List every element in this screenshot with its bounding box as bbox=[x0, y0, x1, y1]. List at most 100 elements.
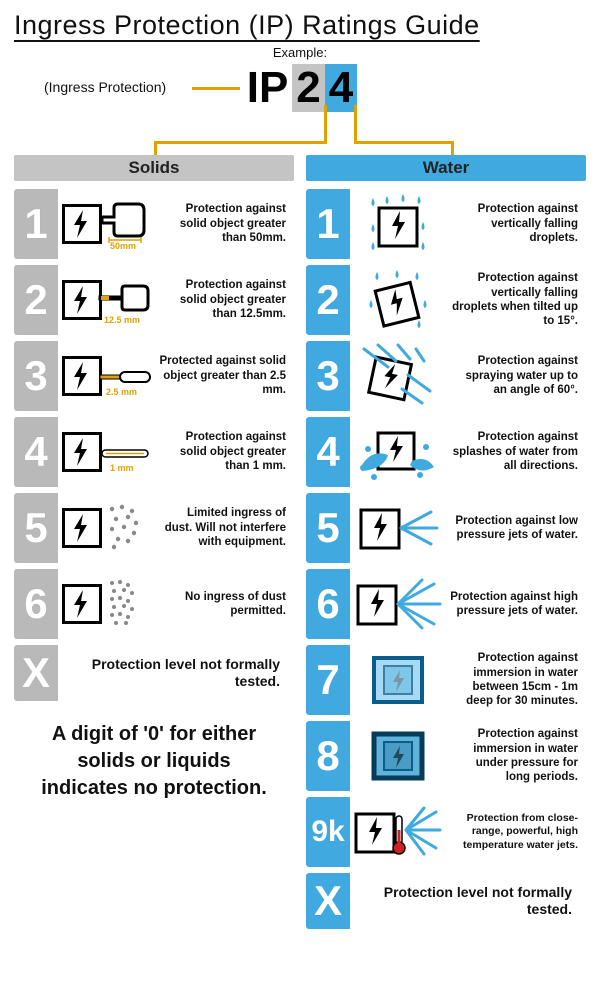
water-num-8: 8 bbox=[306, 721, 350, 791]
water-desc-5: Protection against low pressure jets of … bbox=[446, 493, 586, 563]
finger-icon bbox=[98, 285, 152, 315]
connector-solids-h bbox=[154, 141, 327, 144]
mm-label-4: 1 mm bbox=[110, 463, 134, 473]
mm-label-3: 2.5 mm bbox=[106, 387, 137, 397]
connector-water-h bbox=[354, 141, 454, 144]
connector-ip bbox=[192, 87, 240, 90]
water-icon-9k bbox=[350, 797, 446, 867]
solids-num-5: 5 bbox=[14, 493, 58, 563]
water-icon-2 bbox=[350, 265, 446, 335]
water-icon-4 bbox=[350, 417, 446, 487]
water-num-7: 7 bbox=[306, 645, 350, 715]
solids-icon-6 bbox=[58, 569, 154, 639]
water-row-x: X Protection level not formally tested. bbox=[306, 873, 586, 929]
water-num-3: 3 bbox=[306, 341, 350, 411]
water-desc-4: Protection against splashes of water fro… bbox=[446, 417, 586, 487]
water-icon-1 bbox=[350, 189, 446, 259]
bolt-icon bbox=[71, 210, 93, 238]
water-icon-7 bbox=[350, 645, 446, 715]
spray-icon bbox=[358, 345, 438, 407]
solids-num-1: 1 bbox=[14, 189, 58, 259]
water-row-4: 4 Protection against splashes of water f… bbox=[306, 417, 586, 487]
solids-icon-4: 1 mm bbox=[58, 417, 154, 487]
dust-dense-icon bbox=[108, 579, 138, 629]
column-solids: 1 50mm Protection against solid object g… bbox=[14, 189, 294, 802]
drops-vertical-icon bbox=[363, 194, 433, 254]
solids-icon-3: 2.5 mm bbox=[58, 341, 154, 411]
drops-tilted-icon bbox=[363, 270, 433, 330]
ip-digit-solids: 2 bbox=[292, 64, 324, 112]
water-icon-5 bbox=[350, 493, 446, 563]
water-icon-6 bbox=[350, 569, 446, 639]
columns: 1 50mm Protection against solid object g… bbox=[14, 189, 586, 929]
water-desc-8: Protection against immersion in water un… bbox=[446, 721, 586, 791]
solids-icon-5 bbox=[58, 493, 154, 563]
page-title: Ingress Protection (IP) Ratings Guide bbox=[14, 10, 586, 41]
connector-water-drop bbox=[451, 141, 454, 155]
jet-low-icon bbox=[353, 498, 443, 558]
screwdriver-icon bbox=[100, 369, 154, 385]
solids-row-1: 1 50mm Protection against solid object g… bbox=[14, 189, 294, 259]
wire-icon bbox=[102, 447, 152, 461]
solids-num-x: X bbox=[14, 645, 58, 701]
solids-desc-5: Limited ingress of dust. Will not interf… bbox=[154, 493, 294, 563]
water-icon-8 bbox=[350, 721, 446, 791]
ip-paren-label: (Ingress Protection) bbox=[44, 79, 166, 95]
water-desc-2: Protection against vertically falling dr… bbox=[446, 265, 586, 335]
solids-num-2: 2 bbox=[14, 265, 58, 335]
water-desc-6: Protection against high pressure jets of… bbox=[446, 569, 586, 639]
water-row-9k: 9k bbox=[306, 797, 586, 867]
jet-high-icon bbox=[352, 574, 444, 634]
zero-note: A digit of '0' for either solids or liqu… bbox=[14, 707, 294, 802]
solids-row-6: 6 No ingress of dust permitted. bbox=[14, 569, 294, 639]
solids-row-4: 4 1 mm Protection against solid object g… bbox=[14, 417, 294, 487]
solids-row-3: 3 2.5 mm Protected against solid object … bbox=[14, 341, 294, 411]
water-row-3: 3 Protection against spraying water up t… bbox=[306, 341, 586, 411]
immersion-deep-icon bbox=[368, 728, 428, 784]
header-water: Water bbox=[306, 155, 586, 181]
solids-row-x: X Protection level not formally tested. bbox=[14, 645, 294, 701]
water-icon-3 bbox=[350, 341, 446, 411]
water-num-9k: 9k bbox=[306, 797, 350, 867]
column-water: 1 Protection against vertically falling … bbox=[306, 189, 586, 929]
solids-desc-3: Protected against solid object greater t… bbox=[154, 341, 294, 411]
mm-label-2: 12.5 mm bbox=[104, 315, 140, 325]
example-label: Example: bbox=[14, 45, 586, 60]
solids-desc-2: Protection against solid object greater … bbox=[154, 265, 294, 335]
immersion-shallow-icon bbox=[368, 652, 428, 708]
connector-solids-v bbox=[324, 105, 327, 141]
solids-num-4: 4 bbox=[14, 417, 58, 487]
measure-icon bbox=[108, 237, 142, 243]
ip-code-box: IP 2 4 bbox=[243, 64, 358, 112]
solids-num-3: 3 bbox=[14, 341, 58, 411]
water-row-7: 7 Protection against immersion in water … bbox=[306, 645, 586, 715]
water-row-1: 1 Protection against vertically falling … bbox=[306, 189, 586, 259]
solids-desc-x: Protection level not formally tested. bbox=[58, 645, 294, 701]
column-headers: Solids Water bbox=[14, 155, 586, 181]
water-desc-7: Protection against immersion in water be… bbox=[446, 645, 586, 715]
water-num-5: 5 bbox=[306, 493, 350, 563]
splash-icon bbox=[356, 421, 440, 483]
water-num-4: 4 bbox=[306, 417, 350, 487]
solids-icon-2: 12.5 mm bbox=[58, 265, 154, 335]
solids-row-2: 2 12.5 mm Protection against solid objec… bbox=[14, 265, 294, 335]
water-num-1: 1 bbox=[306, 189, 350, 259]
water-row-5: 5 Protection against low pressure jets o… bbox=[306, 493, 586, 563]
water-num-2: 2 bbox=[306, 265, 350, 335]
header-solids: Solids bbox=[14, 155, 294, 181]
water-row-2: 2 Protection against vertically falling bbox=[306, 265, 586, 335]
solids-desc-1: Protection against solid object greater … bbox=[154, 189, 294, 259]
solids-num-6: 6 bbox=[14, 569, 58, 639]
water-row-8: 8 Protection against immersion in water … bbox=[306, 721, 586, 791]
solids-desc-6: No ingress of dust permitted. bbox=[154, 569, 294, 639]
water-num-x: X bbox=[306, 873, 350, 929]
water-num-6: 6 bbox=[306, 569, 350, 639]
ip-prefix: IP bbox=[243, 64, 293, 112]
water-desc-1: Protection against vertically falling dr… bbox=[446, 189, 586, 259]
dust-icon bbox=[106, 503, 146, 553]
water-desc-9k: Protection from close-range, powerful, h… bbox=[446, 797, 586, 867]
solids-row-5: 5 Limited ingress of dust. Will not inte… bbox=[14, 493, 294, 563]
connector-water-v bbox=[354, 105, 357, 141]
jet-hot-icon bbox=[352, 802, 444, 862]
water-desc-3: Protection against spraying water up to … bbox=[446, 341, 586, 411]
